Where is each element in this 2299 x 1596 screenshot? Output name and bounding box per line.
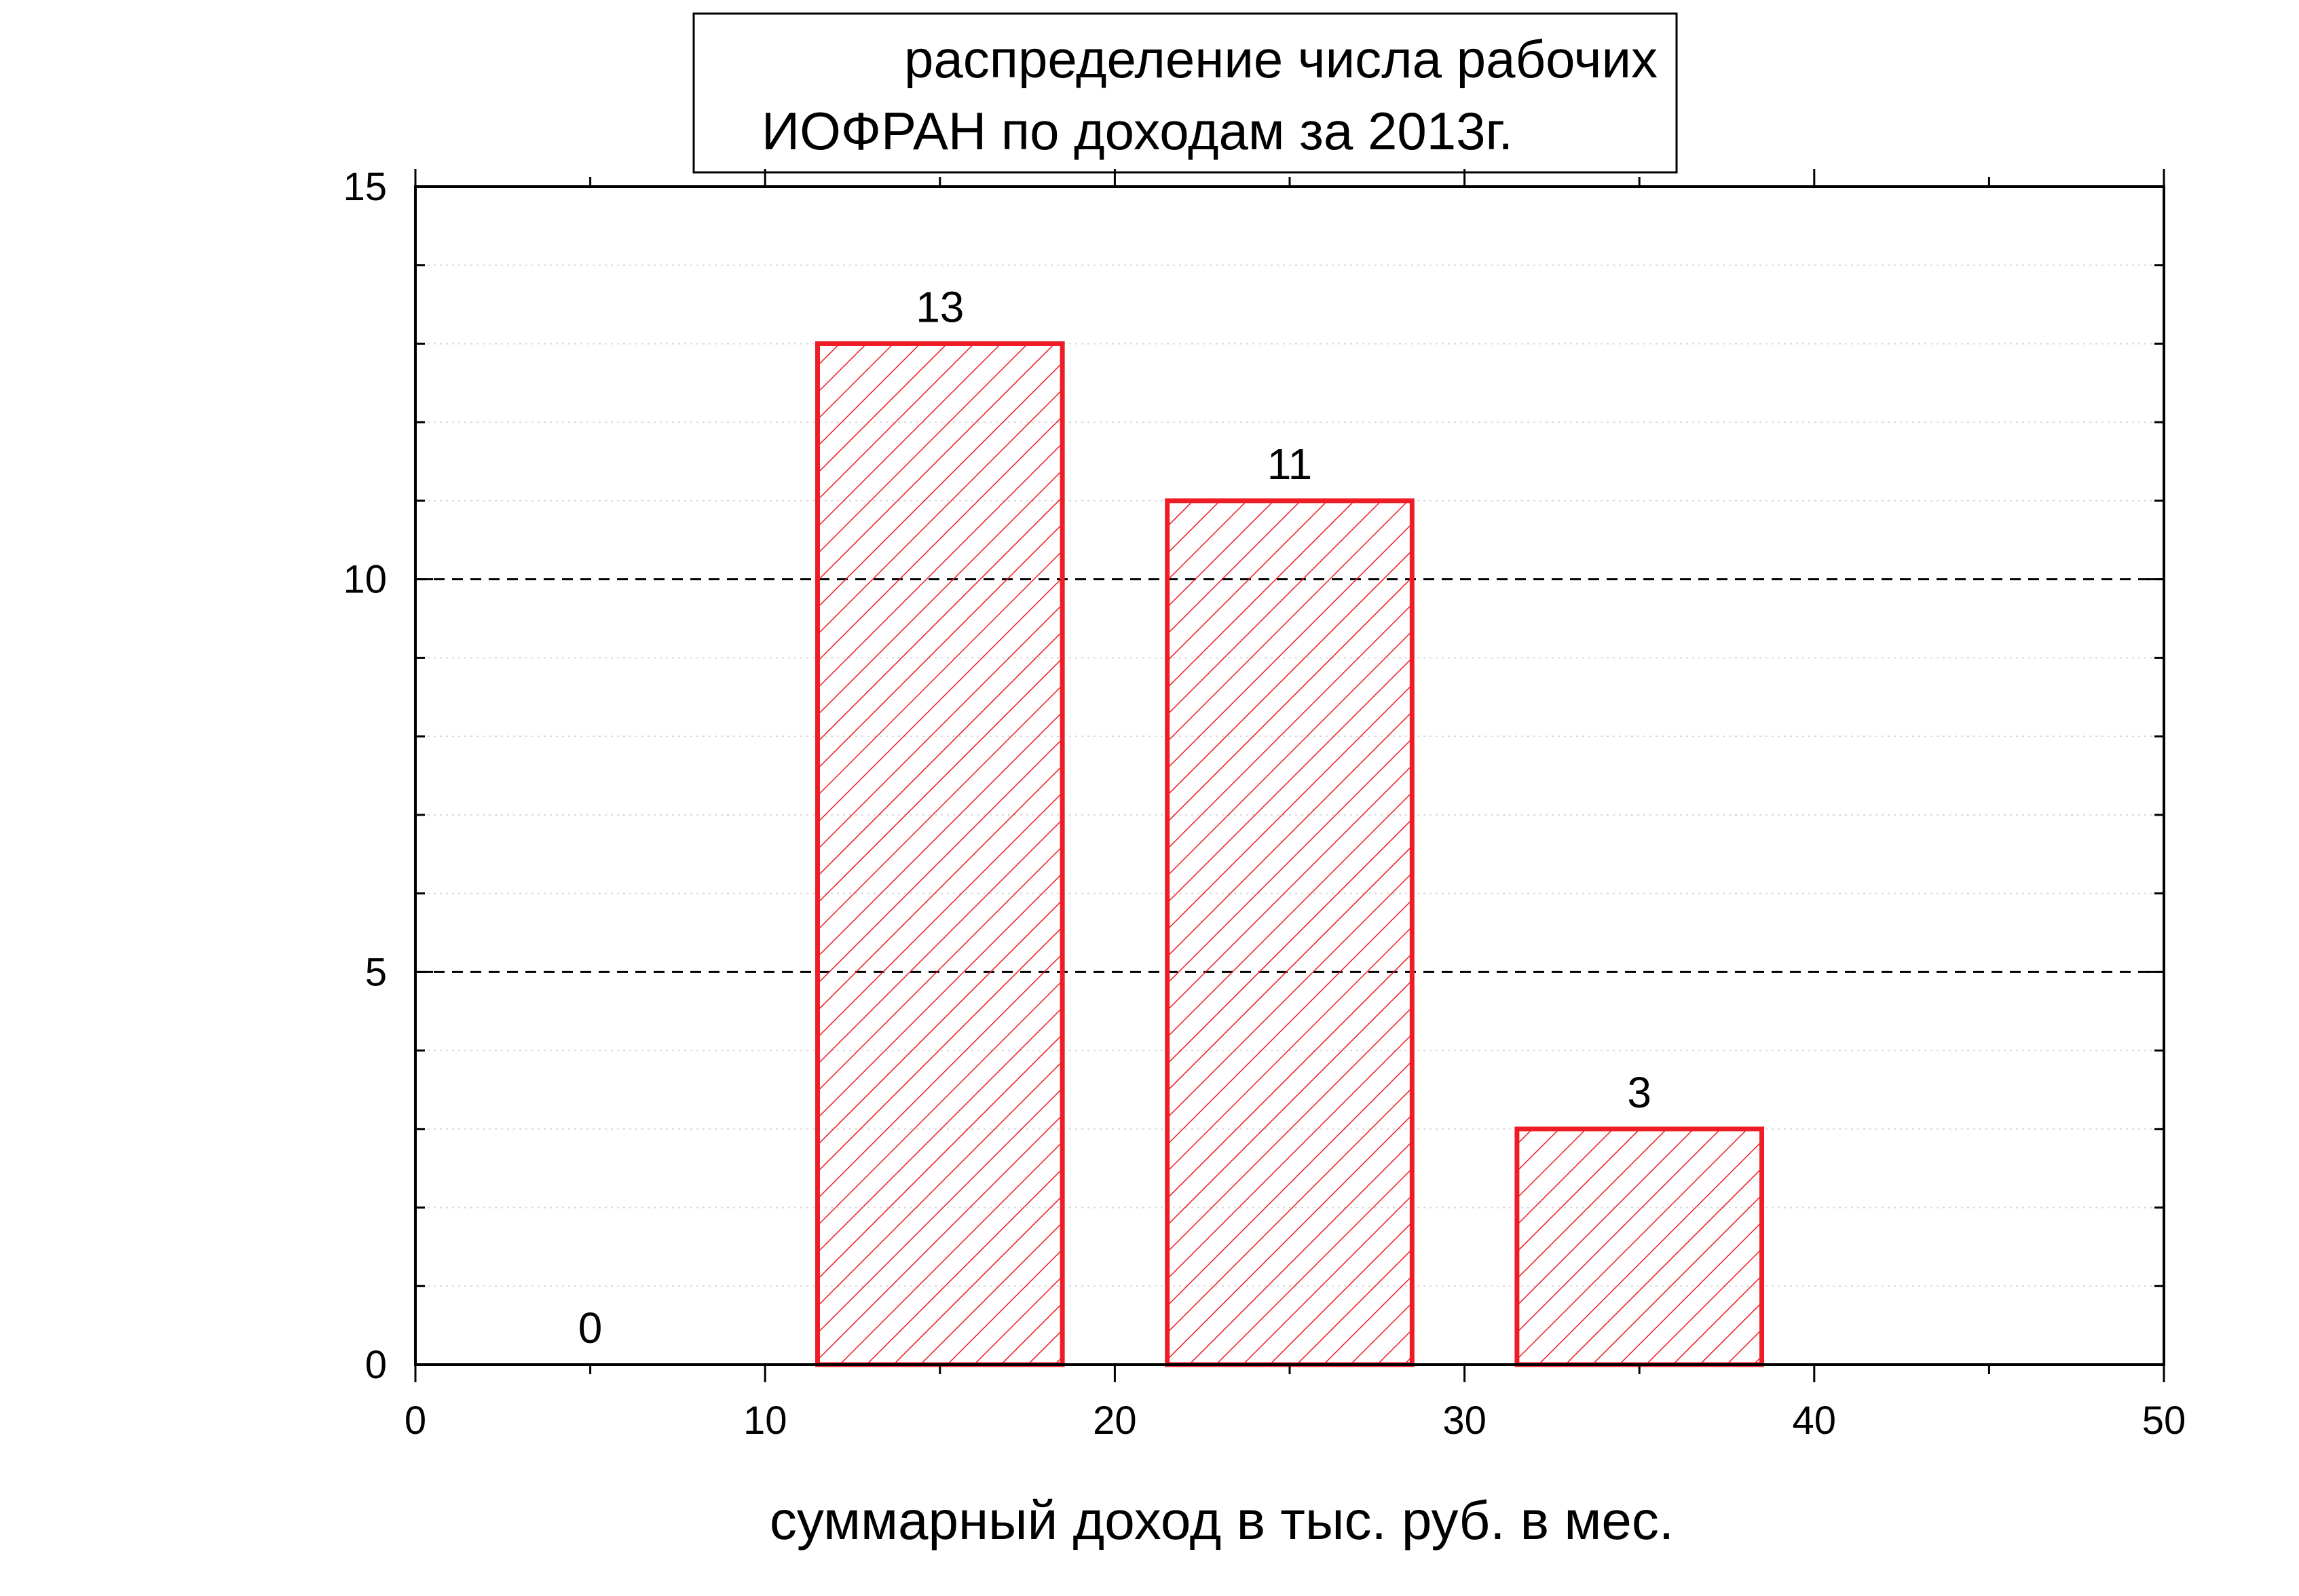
- bar-value-labels: 0 13 11 3: [578, 282, 1651, 1352]
- x-tick-label: 0: [405, 1399, 426, 1443]
- bar-value-label: 11: [1267, 440, 1312, 489]
- title-frame: [692, 12, 1678, 174]
- bar: [1165, 498, 1415, 1367]
- x-tick-label: 40: [1793, 1399, 1837, 1443]
- y-axis-ticks: 0 5 10 15: [343, 165, 2164, 1387]
- x-tick-label: 30: [1442, 1399, 1487, 1443]
- y-tick-label: 15: [343, 165, 387, 209]
- bar: [815, 341, 1065, 1367]
- y-tick-label: 10: [343, 558, 387, 602]
- bar: [1514, 1126, 1765, 1367]
- major-gridlines: [415, 578, 2164, 973]
- x-tick-label: 50: [2142, 1399, 2186, 1443]
- y-tick-label: 0: [365, 1343, 387, 1387]
- x-axis-ticks: 0 10 20 30 40 50: [405, 169, 2186, 1443]
- bar-value-label: 0: [578, 1304, 603, 1352]
- x-axis-title: суммарный доход в тыс. руб. в мес.: [770, 1490, 1674, 1551]
- x-tick-label: 20: [1093, 1399, 1137, 1443]
- title-box: распределение числа рабочих ИОФРАН по до…: [692, 12, 1678, 174]
- bars: [815, 341, 1765, 1367]
- x-tick-label: 10: [743, 1399, 787, 1443]
- title-line-2: ИОФРАН по доходам за 2013г.: [762, 101, 1513, 161]
- y-tick-label: 5: [365, 950, 387, 994]
- bar-value-label: 3: [1627, 1068, 1651, 1117]
- title-line-1: распределение числа рабочих: [904, 29, 1658, 89]
- bar-value-label: 13: [916, 282, 964, 331]
